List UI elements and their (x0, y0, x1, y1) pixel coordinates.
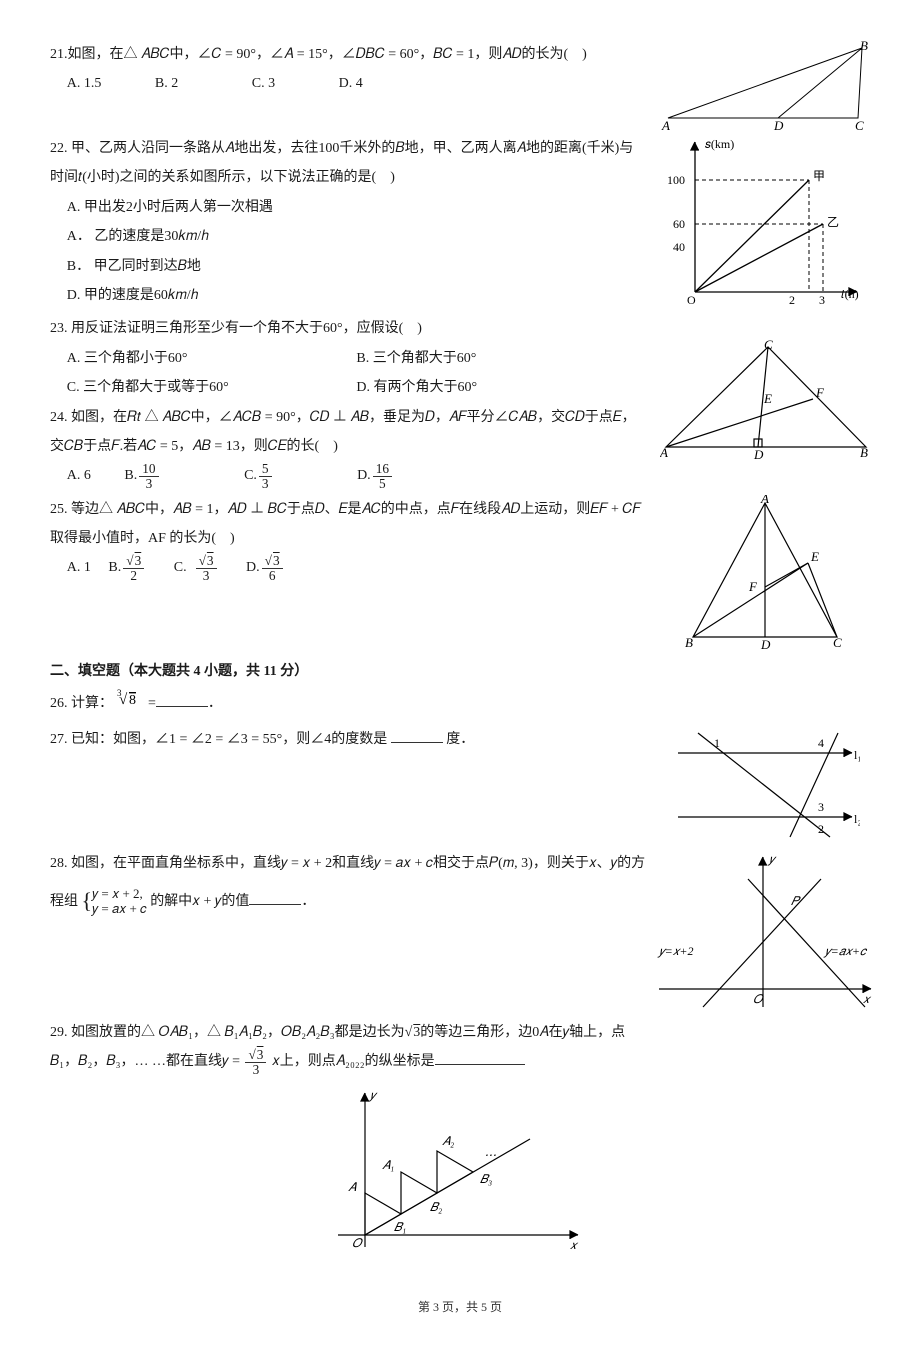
svg-text:B: B (860, 40, 868, 53)
q22-stem: 22. 甲、乙两人沿同一条路从𝐴地出发，去往100千米外的𝐵地，甲、乙两人离𝐴地… (50, 134, 646, 193)
svg-text:𝑡(h): 𝑡(h) (841, 287, 859, 301)
q29-stem: 29. 如图放置的△ 𝑂𝐴𝐵₁，△ 𝐵₁𝐴₁𝐵₂，𝑂𝐵₂𝐴₂𝐵₃都是边长为√3的… (50, 1025, 625, 1069)
svg-text:8: 8 (129, 693, 136, 708)
svg-text:𝐴₁: 𝐴₁ (382, 1158, 394, 1172)
svg-text:F: F (748, 579, 758, 594)
svg-text:𝑥: 𝑥 (863, 992, 872, 1006)
q25-stem: 25. 等边△ 𝐴𝐵𝐶中，𝐴𝐵 = 1，𝐴𝐷 ⊥ 𝐵𝐶于点𝐷、𝐸是𝐴𝐶的中点，点… (50, 495, 646, 554)
q21-opt-c[interactable]: C. 3 (252, 69, 275, 98)
svg-text:2: 2 (789, 293, 795, 307)
svg-text:1: 1 (714, 736, 720, 750)
svg-text:B: B (685, 635, 693, 650)
svg-text:乙: 乙 (827, 215, 839, 229)
svg-text:𝐴₂: 𝐴₂ (442, 1134, 454, 1148)
q27-blank[interactable] (391, 742, 443, 743)
svg-text:C: C (764, 339, 773, 352)
q23-opt-a[interactable]: A. 三个角都小于60° (67, 344, 357, 373)
q26-blank[interactable] (156, 706, 208, 707)
svg-text:l₂: l₂ (854, 812, 860, 826)
q25-opt-c[interactable]: C. √33 (174, 553, 219, 582)
svg-text:D: D (753, 447, 764, 459)
fig-q29: 𝑂 𝑥 𝑦 𝐴 𝐵₁ 𝐴₁ 𝐵₂ 𝐴₂ 𝐵₃ ⋯ (330, 1083, 590, 1253)
q28-stem: 28. 如图，在平面直角坐标系中，直线𝑦 = 𝑥 + 2和直线𝑦 = 𝑎𝑥 + … (50, 856, 645, 909)
q21-opt-d[interactable]: D. 4 (339, 69, 363, 98)
fig-q28: 𝑂 𝑥 𝑦 𝑃 𝑦=𝑥+2 𝑦=𝑎𝑥+𝑐 (653, 849, 878, 1014)
svg-text:A: A (661, 118, 670, 130)
q29-blank[interactable] (435, 1064, 525, 1065)
q24-opt-a[interactable]: A. 6 (67, 461, 91, 490)
fig-q25: A B C D E F (683, 495, 848, 650)
svg-text:𝑦: 𝑦 (368, 1088, 378, 1102)
q25-opt-d[interactable]: D. √36 (246, 553, 285, 582)
svg-text:D: D (773, 118, 784, 130)
q26-stem: 26. 计算： 3√8 =． (50, 696, 222, 711)
q28-blank[interactable] (249, 904, 301, 905)
q21-opt-b[interactable]: B. 2 (155, 69, 178, 98)
svg-text:𝑦=𝑎𝑥+𝑐: 𝑦=𝑎𝑥+𝑐 (823, 944, 868, 958)
fig-q21: A D C B (660, 40, 870, 130)
svg-text:3: 3 (819, 293, 825, 307)
q24-stem: 24. 如图，在𝑅𝑡 △ 𝐴𝐵𝐶中，∠𝐴𝐶𝐵 = 90°，𝐶𝐷 ⊥ 𝐴𝐵，垂足为… (50, 403, 646, 462)
svg-text:100: 100 (667, 173, 685, 187)
svg-text:√: √ (119, 692, 128, 708)
q24-opt-c[interactable]: C. 53 (244, 461, 274, 490)
svg-text:⋯: ⋯ (484, 1148, 496, 1162)
svg-text:𝑦=𝑥+2: 𝑦=𝑥+2 (657, 944, 693, 958)
q24-opt-d[interactable]: D. 165 (357, 461, 394, 490)
fig-q27: 1 4 3 2 l₁ l₂ (670, 725, 860, 845)
svg-text:4: 4 (818, 736, 824, 750)
fig-q22: O 2 3 40 60 100 甲 乙 𝑠(km) 𝑡(h) (665, 134, 865, 309)
svg-text:2: 2 (818, 822, 824, 836)
svg-text:𝐵₂: 𝐵₂ (430, 1200, 442, 1214)
q22-opt-d[interactable]: D. 甲的速度是60𝑘𝑚/ℎ (67, 281, 646, 310)
q24-opt-b[interactable]: B. 103 (124, 461, 160, 490)
q22-opt-a[interactable]: A. 甲出发2小时后两人第一次相遇 (67, 193, 646, 222)
q27-stem: 27. 已知：如图，∠1 = ∠2 = ∠3 = 55°，则∠4的度数是 度． (50, 732, 474, 747)
q25-opt-b[interactable]: B. √32 (108, 553, 146, 582)
svg-text:E: E (763, 391, 772, 406)
q23-opt-d[interactable]: D. 有两个角大于60° (356, 373, 646, 402)
svg-text:B: B (860, 445, 868, 459)
svg-text:𝐵₁: 𝐵₁ (394, 1220, 406, 1234)
q23-opt-b[interactable]: B. 三个角都大于60° (356, 344, 646, 373)
q25-opt-a[interactable]: A. 1 (67, 553, 91, 582)
q22-opt-c[interactable]: B． 甲乙同时到达𝐵地 (67, 252, 646, 281)
svg-text:𝑥: 𝑥 (570, 1238, 579, 1252)
svg-text:F: F (815, 385, 825, 400)
svg-text:C: C (833, 635, 842, 650)
q21-opt-a[interactable]: A. 1.5 (67, 69, 102, 98)
svg-text:l₁: l₁ (854, 748, 860, 762)
svg-text:O: O (687, 293, 696, 307)
svg-text:40: 40 (673, 240, 685, 254)
svg-text:𝑃: 𝑃 (791, 894, 801, 908)
svg-text:𝑦: 𝑦 (767, 852, 777, 866)
q22-opt-b[interactable]: A． 乙的速度是30𝑘𝑚/ℎ (67, 222, 646, 251)
svg-text:𝑠(km): 𝑠(km) (705, 137, 734, 151)
svg-text:E: E (810, 549, 819, 564)
svg-text:60: 60 (673, 217, 685, 231)
page-footer: 第 3 页，共 5 页 (50, 1298, 870, 1315)
q21-stem: 21.如图，在△ 𝐴𝐵𝐶中，∠𝐶 = 90°，∠𝐴 = 15°，∠𝐷𝐵𝐶 = 6… (50, 47, 587, 62)
fig-q24: A B C D E F (660, 339, 870, 459)
q23-stem: 23. 用反证法证明三角形至少有一个角不大于60°，应假设( ) (50, 314, 646, 343)
svg-text:D: D (760, 637, 771, 650)
svg-text:𝑂: 𝑂 (352, 1236, 363, 1250)
svg-text:甲: 甲 (813, 169, 825, 183)
svg-text:𝑂: 𝑂 (753, 992, 764, 1006)
svg-text:𝐴: 𝐴 (348, 1180, 357, 1194)
svg-text:A: A (660, 445, 668, 459)
section-2-heading: 二、填空题（本大题共 4 小题，共 11 分） (50, 660, 870, 680)
q23-opt-c[interactable]: C. 三个角都大于或等于60° (67, 373, 357, 402)
svg-text:A: A (760, 495, 769, 506)
svg-text:3: 3 (818, 800, 824, 814)
svg-text:𝐵₃: 𝐵₃ (480, 1172, 492, 1186)
svg-text:C: C (855, 118, 864, 130)
